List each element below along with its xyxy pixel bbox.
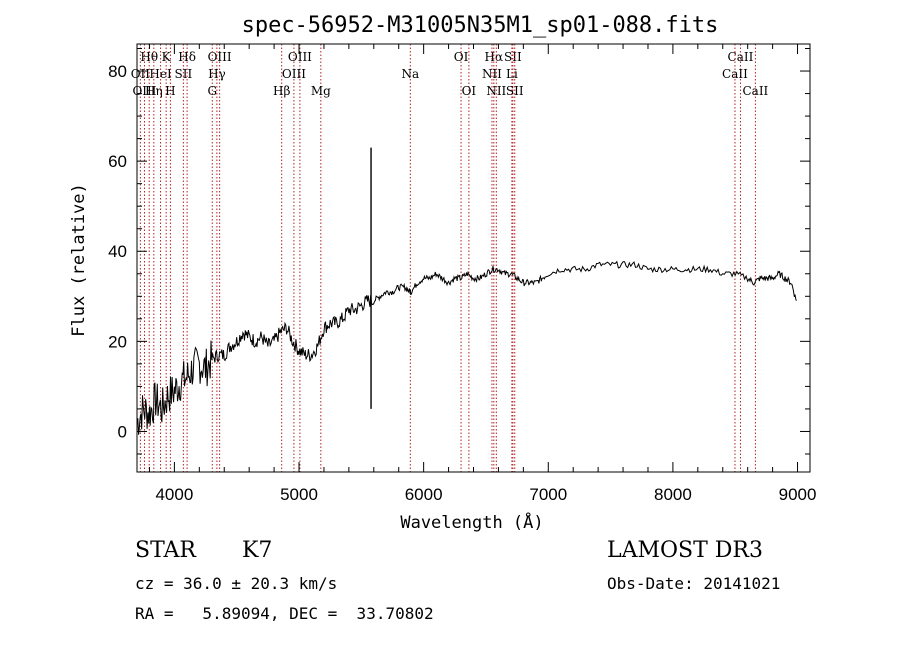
x-tick-label: 7000 bbox=[529, 485, 567, 504]
line-label: Mg bbox=[311, 84, 331, 98]
chart-title: spec-56952-M31005N35M1_sp01-088.fits bbox=[242, 13, 719, 38]
line-label: OIII bbox=[288, 50, 312, 64]
y-tick-label: 40 bbox=[108, 242, 127, 261]
object-class: STAR bbox=[135, 538, 196, 563]
object-subclass: K7 bbox=[242, 538, 273, 563]
spectrum-plot-area bbox=[136, 147, 797, 435]
line-label: HeI bbox=[149, 67, 172, 81]
line-label: SII bbox=[506, 84, 524, 98]
line-label: OI bbox=[462, 84, 477, 98]
x-tick-label: 8000 bbox=[654, 485, 692, 504]
line-label: SII bbox=[504, 50, 522, 64]
y-tick-label: 20 bbox=[108, 332, 127, 351]
y-tick-label: 0 bbox=[118, 422, 127, 441]
spectrum-chart: spec-56952-M31005N35M1_sp01-088.fits Hθ O… bbox=[69, 13, 817, 533]
line-label: K bbox=[162, 50, 172, 64]
line-label: Hδ bbox=[178, 50, 196, 64]
line-label: G bbox=[207, 84, 217, 98]
line-label: Hα bbox=[485, 50, 504, 64]
ra-dec-coordinates: RA = 5.89094, DEC = 33.70802 bbox=[135, 604, 434, 623]
line-label: Hη bbox=[145, 84, 163, 98]
line-label: Na bbox=[401, 67, 419, 81]
redshift-cz: cz = 36.0 ± 20.3 km/s bbox=[135, 574, 338, 593]
observation-date: Obs-Date: 20141021 bbox=[607, 574, 781, 593]
survey-name: LAMOST DR3 bbox=[607, 538, 763, 563]
line-label: NII bbox=[482, 67, 502, 81]
axes: 4000 5000 6000 7000 8000 9000 0 20 40 60 80 bbox=[108, 43, 817, 504]
line-label: Hθ bbox=[140, 50, 158, 64]
line-label: OIII bbox=[132, 84, 156, 98]
line-label: Li bbox=[506, 67, 518, 81]
spectrum-line bbox=[136, 260, 797, 435]
line-label: NII bbox=[486, 84, 506, 98]
x-tick-label: 4000 bbox=[155, 485, 193, 504]
x-tick-label: 9000 bbox=[779, 485, 817, 504]
line-label: Hγ bbox=[208, 67, 226, 81]
line-label: OIII bbox=[282, 67, 306, 81]
line-label: SII bbox=[175, 67, 193, 81]
x-axis-label: Wavelength (Å) bbox=[400, 511, 543, 533]
line-label: H bbox=[165, 84, 175, 98]
line-label: CaII bbox=[728, 50, 754, 64]
y-tick-label: 60 bbox=[108, 152, 127, 171]
line-label: CaII bbox=[742, 84, 768, 98]
x-tick-label: 6000 bbox=[405, 485, 443, 504]
line-label: OIII bbox=[208, 50, 232, 64]
line-label: CaII bbox=[722, 67, 748, 81]
x-tick-label: 5000 bbox=[280, 485, 318, 504]
line-label: OII bbox=[131, 67, 151, 81]
y-axis-label: Flux (relative) bbox=[69, 183, 89, 337]
line-label: OI bbox=[454, 50, 469, 64]
plot-frame bbox=[136, 43, 811, 473]
y-tick-label: 80 bbox=[108, 62, 127, 81]
line-label: Hβ bbox=[273, 84, 290, 98]
